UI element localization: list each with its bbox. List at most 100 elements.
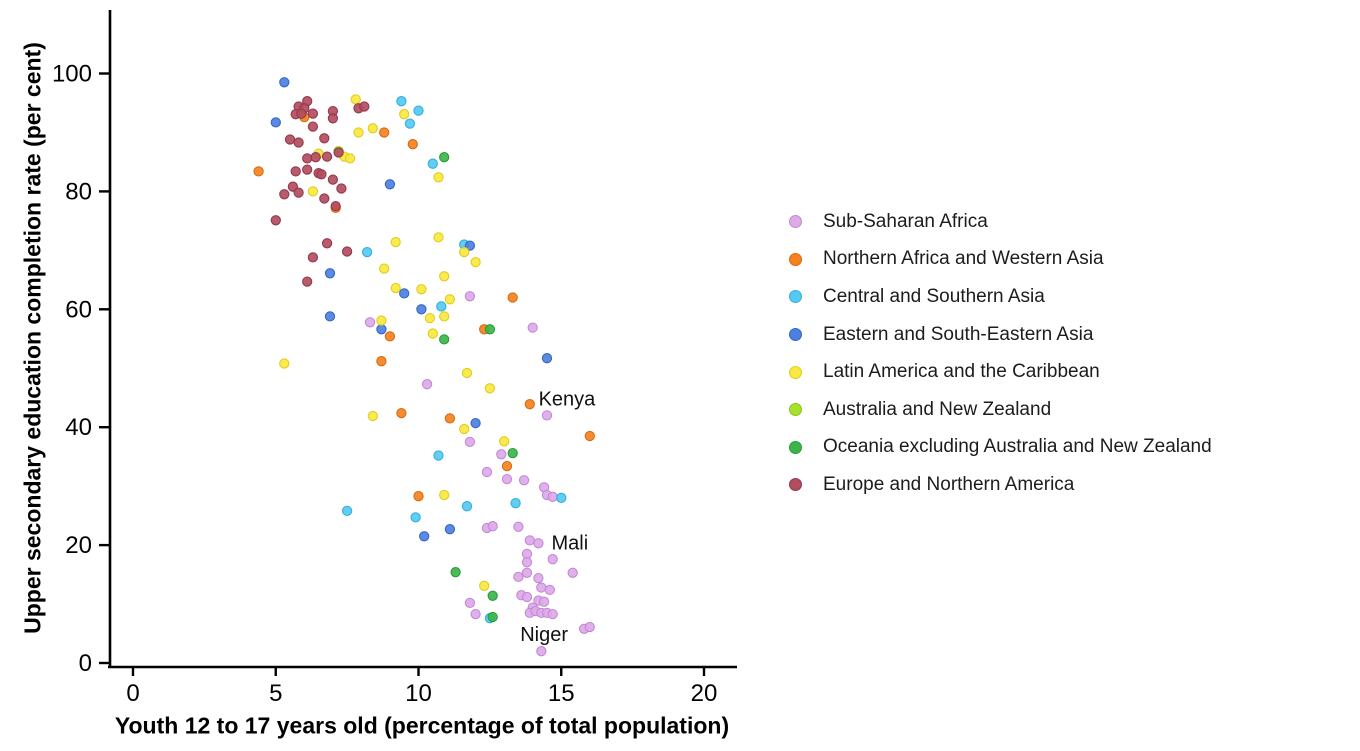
data-point bbox=[336, 183, 347, 194]
data-point bbox=[439, 489, 450, 501]
data-point bbox=[376, 356, 387, 367]
data-point bbox=[302, 276, 313, 287]
data-point bbox=[330, 200, 341, 212]
data-point bbox=[319, 193, 330, 204]
data-point bbox=[481, 466, 493, 478]
data-point bbox=[413, 105, 424, 116]
data-point bbox=[501, 460, 513, 472]
x-tick-label: 20 bbox=[691, 680, 718, 707]
legend-swatch-icon bbox=[789, 478, 802, 492]
data-point bbox=[361, 246, 373, 258]
data-point bbox=[439, 334, 450, 345]
legend-item: Central and Southern Asia bbox=[789, 278, 1212, 316]
data-point bbox=[396, 407, 407, 419]
data-point bbox=[293, 137, 304, 148]
series-sub-saharan-africa bbox=[364, 291, 595, 657]
data-point bbox=[459, 246, 470, 258]
data-point bbox=[307, 186, 319, 197]
data-point bbox=[541, 410, 553, 421]
legend-swatch-icon bbox=[789, 252, 802, 266]
legend-item: Australia and New Zealand bbox=[789, 391, 1212, 429]
legend-swatch-icon bbox=[789, 440, 802, 454]
series-northern-africa-and-western-asia bbox=[253, 111, 595, 502]
annotation-niger: Niger bbox=[520, 624, 568, 646]
data-point bbox=[450, 567, 461, 578]
data-point bbox=[464, 597, 476, 609]
data-point bbox=[521, 557, 533, 568]
data-point bbox=[367, 123, 378, 134]
x-tick-label: 0 bbox=[126, 680, 139, 707]
data-point bbox=[379, 127, 390, 138]
data-point bbox=[544, 584, 555, 596]
data-point bbox=[556, 492, 567, 504]
data-point bbox=[536, 646, 547, 657]
data-point bbox=[470, 256, 481, 268]
data-point bbox=[547, 491, 558, 502]
data-point bbox=[419, 531, 430, 542]
legend-label: Eastern and South-Eastern Asia bbox=[823, 323, 1094, 345]
data-point bbox=[364, 317, 376, 328]
data-point bbox=[410, 512, 421, 523]
data-point bbox=[416, 284, 427, 295]
legend-label: Europe and Northern America bbox=[823, 473, 1075, 495]
series-latin-america-and-the-caribbean bbox=[279, 94, 510, 591]
data-point bbox=[533, 572, 544, 584]
data-point bbox=[541, 353, 553, 364]
data-point bbox=[433, 172, 444, 183]
data-point bbox=[518, 475, 530, 486]
data-point bbox=[376, 315, 387, 326]
data-point bbox=[399, 288, 410, 299]
data-point bbox=[376, 324, 387, 335]
legend-label: Latin America and the Caribbean bbox=[823, 361, 1100, 383]
legend-item: Europe and Northern America bbox=[789, 466, 1212, 504]
data-point bbox=[284, 134, 296, 145]
data-point bbox=[459, 423, 470, 435]
data-point bbox=[390, 282, 401, 294]
y-tick-label: 100 bbox=[52, 61, 92, 88]
series-eastern-and-south-eastern-asia bbox=[270, 77, 553, 542]
legend-label: Northern Africa and Western Asia bbox=[823, 248, 1104, 270]
data-point bbox=[567, 567, 578, 578]
data-point bbox=[496, 449, 507, 460]
data-point bbox=[307, 108, 319, 119]
data-point bbox=[444, 524, 456, 535]
x-tick-label: 10 bbox=[405, 680, 432, 707]
data-point bbox=[270, 215, 281, 226]
data-point bbox=[433, 450, 444, 461]
data-point bbox=[384, 179, 396, 190]
x-axis-title: Youth 12 to 17 years old (percentage of … bbox=[114, 712, 730, 739]
legend-item: Northern Africa and Western Asia bbox=[789, 241, 1212, 279]
data-point bbox=[444, 294, 456, 305]
data-point bbox=[527, 322, 538, 333]
data-point bbox=[584, 430, 595, 442]
data-point bbox=[464, 436, 476, 448]
data-point bbox=[484, 324, 496, 335]
data-point bbox=[321, 151, 333, 162]
legend-swatch-icon bbox=[789, 215, 802, 229]
data-point bbox=[307, 252, 319, 263]
annotation-mali: Mali bbox=[551, 533, 588, 555]
data-point bbox=[344, 153, 356, 164]
legend-label: Australia and New Zealand bbox=[823, 398, 1052, 420]
data-point bbox=[396, 96, 407, 107]
data-point bbox=[513, 521, 524, 532]
data-point bbox=[327, 113, 339, 124]
y-tick-label: 40 bbox=[65, 414, 92, 441]
data-point bbox=[484, 383, 496, 394]
data-point bbox=[513, 571, 524, 583]
data-point bbox=[341, 505, 353, 517]
data-point bbox=[433, 232, 444, 243]
data-point bbox=[487, 521, 498, 532]
data-point bbox=[536, 582, 547, 593]
series-oceania-excluding-australia-and-new-zealand bbox=[439, 152, 518, 623]
data-point bbox=[293, 187, 304, 198]
data-point bbox=[399, 109, 410, 120]
data-point bbox=[507, 447, 518, 459]
series-europe-and-northern-america bbox=[270, 96, 370, 287]
data-point bbox=[404, 118, 416, 129]
data-point bbox=[538, 596, 550, 607]
legend-item: Sub-Saharan Africa bbox=[789, 203, 1212, 241]
data-point bbox=[253, 166, 264, 177]
x-tick-label: 5 bbox=[269, 680, 282, 707]
legend-label: Central and Southern Asia bbox=[823, 285, 1045, 307]
